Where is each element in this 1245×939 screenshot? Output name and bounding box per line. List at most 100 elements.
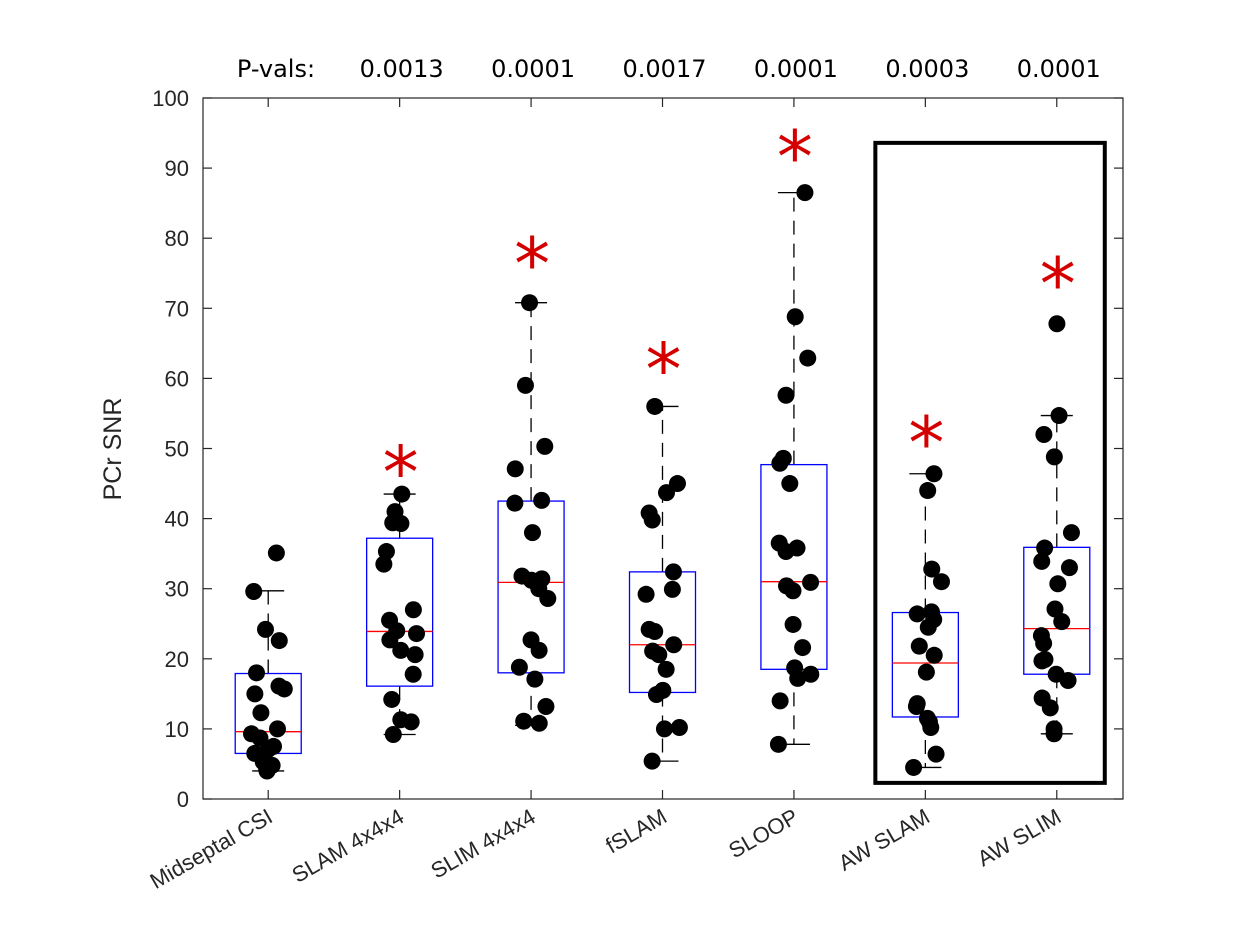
- significance-star: *: [646, 327, 682, 411]
- data-point: [796, 184, 814, 202]
- data-point: [537, 697, 555, 715]
- x-tick-label: SLAM 4x4x4: [288, 804, 409, 888]
- data-point: [533, 491, 551, 509]
- data-point: [1053, 613, 1071, 631]
- data-point: [268, 720, 286, 738]
- significance-star: *: [908, 401, 944, 485]
- data-point: [1050, 407, 1068, 425]
- data-point: [267, 544, 285, 562]
- data-point: [1045, 725, 1063, 743]
- data-point: [384, 726, 402, 744]
- data-point: [670, 718, 688, 736]
- data-point: [923, 560, 941, 578]
- data-point: [375, 555, 393, 573]
- data-point: [1041, 699, 1059, 717]
- data-point: [917, 663, 935, 681]
- y-tick-label: 90: [165, 156, 189, 181]
- data-point: [932, 573, 950, 591]
- data-point: [905, 758, 923, 776]
- data-point: [925, 465, 943, 483]
- data-point: [381, 631, 399, 649]
- data-point: [521, 294, 539, 312]
- data-point: [784, 615, 802, 633]
- data-point: [643, 511, 661, 529]
- p-value-label: 0.0003: [885, 55, 969, 83]
- data-point: [919, 482, 937, 500]
- data-point: [784, 582, 802, 600]
- data-point: [802, 573, 820, 591]
- data-point: [1033, 552, 1051, 570]
- y-tick-label: 20: [165, 647, 189, 672]
- data-point: [245, 583, 263, 601]
- data-point: [657, 660, 675, 678]
- data-point: [910, 637, 928, 655]
- y-tick-label: 10: [165, 717, 189, 742]
- y-tick-label: 60: [165, 366, 189, 391]
- data-point: [258, 762, 276, 780]
- data-point: [1045, 448, 1063, 466]
- data-point: [530, 714, 548, 732]
- data-point: [404, 665, 422, 683]
- y-tick-label: 80: [165, 226, 189, 251]
- iqr-box: [365, 537, 434, 687]
- data-point: [1060, 559, 1078, 577]
- data-point: [408, 625, 426, 643]
- significance-star: *: [1040, 242, 1076, 326]
- data-point: [1035, 425, 1053, 443]
- data-point: [539, 590, 557, 608]
- data-point: [516, 376, 534, 394]
- data-point: [799, 349, 817, 367]
- data-point: [510, 658, 528, 676]
- y-tick-label: 70: [165, 296, 189, 321]
- data-point: [248, 664, 266, 682]
- x-tick-label: SLOOP: [724, 804, 802, 864]
- p-value-label: 0.0013: [360, 55, 444, 83]
- data-point: [406, 646, 424, 664]
- data-point: [1046, 600, 1064, 618]
- data-point: [402, 713, 420, 731]
- p-value-label: 0.0001: [491, 55, 575, 83]
- data-point: [786, 308, 804, 326]
- data-point: [530, 641, 548, 659]
- y-tick-label: 30: [165, 577, 189, 602]
- data-point: [771, 692, 789, 710]
- data-point: [908, 605, 926, 623]
- data-point: [927, 745, 945, 763]
- data-point: [270, 632, 288, 650]
- data-point: [515, 712, 533, 730]
- data-point: [777, 386, 795, 404]
- significance-star: *: [383, 430, 419, 514]
- data-point: [506, 494, 524, 512]
- pvals-label: P-vals:: [237, 55, 315, 83]
- data-point: [907, 697, 925, 715]
- p-value-label: 0.0001: [754, 55, 838, 83]
- iqr-box: [760, 463, 828, 670]
- y-tick-label: 40: [165, 507, 189, 532]
- data-point: [643, 752, 661, 770]
- x-tick-label: fSLAM: [601, 804, 671, 859]
- data-point: [506, 460, 524, 478]
- significance-star: *: [777, 115, 813, 199]
- data-point: [769, 735, 787, 753]
- data-point: [252, 704, 270, 722]
- data-point: [665, 636, 683, 654]
- data-point: [404, 601, 422, 619]
- data-point: [664, 563, 682, 581]
- box-3: [497, 302, 565, 727]
- p-value-label: 0.0001: [1017, 55, 1101, 83]
- x-tick-label: AW SLIM: [973, 804, 1065, 872]
- data-point: [781, 475, 799, 493]
- data-point: [1033, 652, 1051, 670]
- data-point: [925, 646, 943, 664]
- data-point: [275, 680, 293, 698]
- y-tick-label: 50: [165, 437, 189, 462]
- data-point: [392, 515, 410, 533]
- data-point: [655, 720, 673, 738]
- data-point: [1036, 539, 1054, 557]
- data-point: [526, 670, 544, 688]
- data-point: [919, 618, 937, 636]
- data-point: [246, 685, 264, 703]
- data-point: [523, 524, 541, 542]
- data-point: [1059, 672, 1077, 690]
